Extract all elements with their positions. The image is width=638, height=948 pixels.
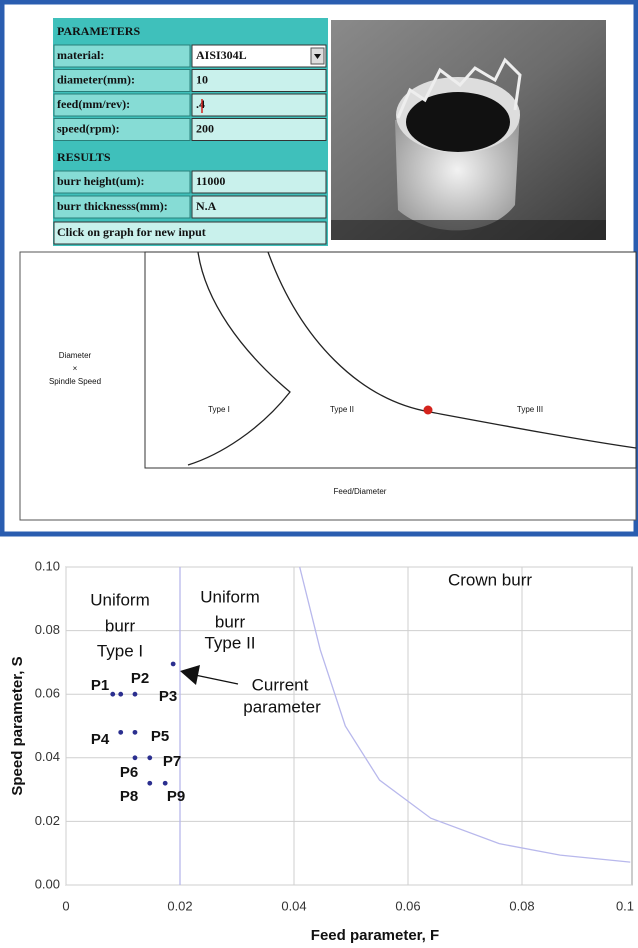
field-label: burr height(um): (57, 174, 144, 188)
annotation: Crown burr (448, 570, 532, 589)
annotation: Uniform (200, 587, 260, 606)
data-point (163, 781, 168, 786)
message: Click on graph for new input (57, 225, 206, 239)
parameter-panel: PARAMETERS material: AISI304L diameter(mm):… (53, 18, 328, 246)
diagram-y-label: Spindle Speed (49, 377, 101, 386)
value-box[interactable] (192, 94, 326, 116)
x-tick-label: 0.04 (281, 898, 306, 913)
data-point (110, 692, 115, 697)
annotation: Uniform (90, 590, 150, 609)
diagram-y-label: × (73, 364, 78, 373)
annotation: burr (105, 616, 136, 635)
sem-image (331, 20, 606, 240)
diagram-x-label: Feed/Diameter (334, 487, 387, 496)
point-label: P6 (120, 764, 138, 781)
annotation: Type I (97, 641, 143, 660)
x-tick-label: 0.1 (616, 898, 634, 913)
field-label: diameter(mm): (57, 72, 135, 86)
field-value: .4 (196, 97, 205, 111)
data-point (118, 730, 123, 735)
data-point (133, 730, 138, 735)
current-point (424, 406, 433, 415)
x-axis-label: Feed parameter, F (311, 927, 439, 944)
section-title: RESULTS (57, 150, 111, 164)
field-value: N.A (196, 199, 217, 213)
point-label: P9 (167, 788, 185, 805)
scatter-chart: Speed parameter, S Feed parameter, F 0.0… (9, 558, 634, 944)
data-point (147, 755, 152, 760)
x-tick-label: 0 (62, 898, 69, 913)
field-label: burr thicknesss(mm): (57, 199, 168, 213)
annotation: Current (252, 675, 309, 694)
y-tick-label: 0.10 (35, 558, 60, 573)
field-value: 11000 (196, 174, 225, 188)
data-point (118, 692, 123, 697)
figure: PARAMETERS material: AISI304L diameter(mm):… (0, 0, 638, 948)
field-value: 10 (196, 72, 208, 86)
point-label: P7 (163, 753, 181, 770)
point-label: P2 (131, 670, 149, 687)
annotation: Type II (204, 633, 255, 652)
diagram-y-label: Diameter (59, 351, 92, 360)
field-value: AISI304L (196, 48, 247, 62)
data-point (171, 662, 176, 667)
x-tick-label: 0.06 (395, 898, 420, 913)
region-label: Type I (208, 405, 230, 414)
field-label: speed(rpm): (57, 121, 120, 135)
y-tick-label: 0.06 (35, 686, 60, 701)
x-tick-label: 0.02 (167, 898, 192, 913)
annotation: burr (215, 612, 246, 631)
field-label: material: (57, 48, 104, 62)
region-label: Type III (517, 405, 543, 414)
page: {"panel": {"parameters_title": "PARAMETE… (0, 0, 638, 948)
point-label: P5 (151, 728, 169, 745)
point-label: P8 (120, 788, 138, 805)
annotation: parameter (243, 697, 321, 716)
point-label: P4 (91, 731, 110, 748)
data-point (133, 692, 138, 697)
region-label: Type II (330, 405, 354, 414)
y-tick-label: 0.00 (35, 876, 60, 891)
y-tick-label: 0.08 (35, 622, 60, 637)
x-tick-label: 0.08 (509, 898, 534, 913)
value-box[interactable] (192, 70, 326, 92)
y-axis-label: Speed parameter, S (9, 656, 26, 795)
field-value: 200 (196, 121, 214, 135)
plot-area (66, 567, 632, 885)
y-tick-label: 0.02 (35, 813, 60, 828)
data-point (147, 781, 152, 786)
point-label: P1 (91, 677, 109, 694)
point-label: P3 (159, 688, 177, 705)
field-label: feed(mm/rev): (57, 97, 130, 111)
burr-diagram[interactable]: Diameter × Spindle Speed Type I Type II … (20, 252, 636, 520)
y-tick-label: 0.04 (35, 749, 60, 764)
data-point (133, 755, 138, 760)
section-title: PARAMETERS (57, 24, 140, 38)
